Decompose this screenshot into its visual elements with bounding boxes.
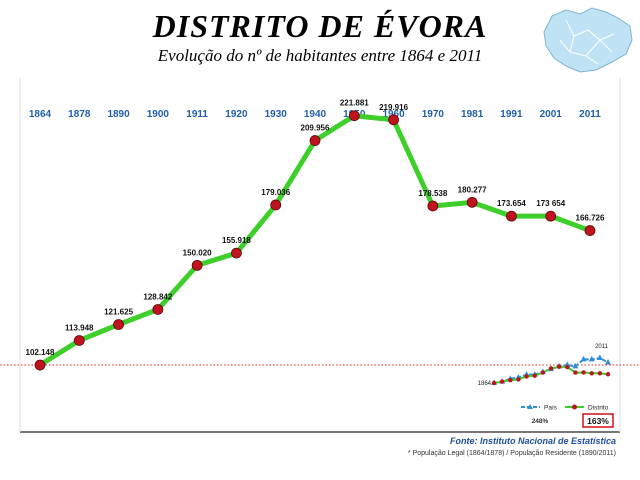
x-tick-label: 1878 (68, 109, 91, 120)
data-label: 121.625 (104, 307, 133, 316)
data-point (73, 335, 85, 346)
data-label: 179.036 (261, 188, 290, 197)
x-tick-label: 1900 (147, 109, 170, 120)
inset-point (524, 374, 529, 379)
data-point (466, 196, 478, 208)
pais-growth-label: 248% (532, 418, 549, 425)
inset-point (532, 373, 537, 378)
inset-point (491, 380, 497, 386)
inset-start-label: 1864 (478, 381, 492, 387)
data-point (231, 247, 242, 259)
data-label: 219.916 (379, 103, 408, 112)
chart-title: DISTRITO DE ÉVORA (152, 8, 488, 44)
inset-point (516, 377, 521, 382)
inset-point (499, 379, 505, 384)
data-label: 178.538 (418, 189, 447, 198)
legend-label-distrito: Distrito (588, 405, 609, 412)
data-point (584, 225, 596, 236)
data-point (152, 304, 164, 315)
data-label: 173 654 (536, 199, 565, 208)
data-point (270, 199, 282, 211)
inset-point (597, 371, 603, 376)
inset-point (508, 378, 513, 383)
data-point (506, 210, 517, 222)
inset-line-pais (493, 356, 609, 384)
data-point (545, 210, 557, 222)
data-label: 180.277 (458, 185, 487, 194)
inset-point (596, 354, 603, 360)
data-label: 128.842 (143, 292, 172, 301)
data-label: 113.948 (65, 323, 94, 332)
inset-point (581, 370, 586, 375)
data-label: 155.918 (222, 236, 251, 245)
x-tick-label: 1911 (186, 109, 208, 120)
legend-marker-distrito (572, 404, 577, 410)
inset-point (572, 362, 579, 369)
data-point (388, 114, 399, 126)
distrito-growth-label: 163% (587, 416, 609, 426)
legend-marker-pais (527, 404, 533, 409)
inset-point (580, 355, 587, 362)
x-tick-label: 1991 (500, 109, 523, 120)
x-tick-label: 2001 (540, 109, 563, 120)
data-label: 209.956 (301, 124, 330, 133)
chart-subtitle: Evolução do nº de habitantes entre 1864 … (157, 46, 483, 65)
data-label: 102.148 (26, 348, 55, 357)
data-label: 150.020 (183, 248, 212, 257)
inset-point (540, 370, 546, 375)
data-point (113, 319, 124, 330)
x-tick-label: 1970 (422, 109, 445, 120)
data-label: 173.654 (497, 199, 526, 208)
distrito-growth-box (582, 413, 614, 428)
data-point (34, 359, 46, 371)
inset-point (548, 366, 554, 371)
x-tick-label: 1981 (461, 109, 484, 120)
data-point (427, 200, 439, 212)
x-tick-label: 1930 (265, 109, 288, 120)
data-point (191, 259, 203, 271)
inset-point (565, 364, 570, 370)
data-label: 166.726 (576, 214, 605, 223)
data-label: 221.881 (340, 99, 369, 108)
inset-point (605, 358, 611, 365)
inset-end-label: 2011 (595, 344, 609, 350)
footnote: * População Legal (1864/1878) / Populaçã… (407, 450, 616, 457)
legend-label-pais: País (544, 405, 558, 412)
data-point (348, 110, 360, 122)
x-tick-label: 1920 (225, 109, 248, 120)
x-tick-label: 1890 (107, 109, 130, 120)
inset-point (588, 355, 595, 362)
inset-point (573, 370, 578, 375)
district-map-icon (543, 7, 633, 73)
inset-point (605, 372, 611, 377)
x-tick-label: 2011 (579, 109, 601, 120)
data-point (309, 135, 321, 146)
x-tick-label: 1864 (29, 109, 52, 120)
inset-point (556, 364, 562, 369)
inset-point (589, 371, 594, 376)
source-label: Fonte: Instituto Nacional de Estatística (449, 436, 616, 446)
x-tick-label: 1940 (304, 109, 327, 120)
